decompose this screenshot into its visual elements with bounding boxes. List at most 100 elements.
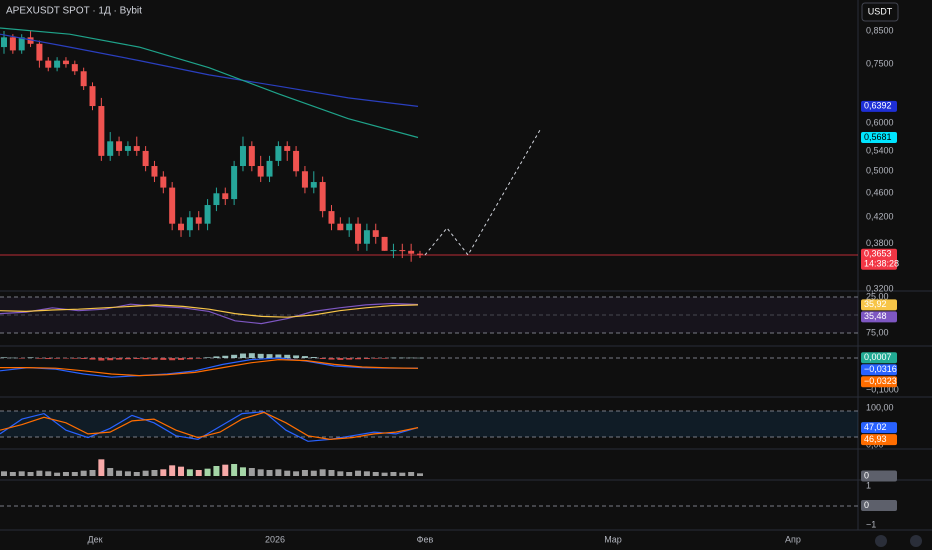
macd-histogram-bar	[328, 358, 335, 360]
macd-histogram-bar	[275, 354, 282, 358]
currency-button[interactable]	[861, 2, 899, 22]
price-badge-label: 0,3653	[864, 249, 892, 259]
indicator-line	[0, 358, 419, 377]
volume-bar	[337, 471, 344, 476]
macd-histogram-bar	[18, 358, 25, 359]
candle-body	[204, 205, 211, 224]
volume-bar	[355, 470, 362, 476]
candle-body	[372, 230, 379, 237]
price-badge	[861, 434, 897, 446]
macd-histogram-bar	[284, 354, 291, 358]
macd-histogram-bar	[213, 356, 220, 358]
volume-bar	[363, 471, 370, 476]
volume-bar	[89, 470, 96, 476]
volume-bar	[98, 459, 105, 476]
volume-bar	[293, 471, 300, 476]
candle-body	[319, 182, 326, 212]
macd-histogram-bar	[142, 358, 149, 360]
candle-body	[89, 86, 96, 107]
macd-histogram-bar	[1, 357, 7, 358]
volume-bar	[399, 472, 406, 476]
macd-histogram-bar	[169, 358, 176, 361]
log-button[interactable]	[910, 535, 922, 547]
macd-histogram-bar	[399, 357, 406, 359]
volume-bar	[169, 465, 176, 476]
macd-histogram-bar	[266, 354, 273, 358]
macd-histogram-bar	[257, 353, 264, 358]
time-label: Мар	[604, 534, 622, 544]
candle-body	[18, 37, 25, 51]
candle-body	[36, 43, 43, 61]
volume-bar	[372, 472, 379, 476]
stoch-band	[0, 411, 858, 437]
candle-body	[257, 166, 264, 177]
price-badge-label: −0,0316	[864, 364, 897, 374]
candle-body	[169, 187, 176, 224]
volume-bar	[18, 471, 25, 476]
volume-bar	[417, 473, 423, 476]
candle-body	[133, 146, 140, 151]
price-tick-label: 0,4600	[866, 188, 894, 198]
volume-bar	[301, 470, 308, 476]
volume-bar	[346, 472, 353, 476]
volume-bar	[310, 470, 317, 476]
volume-bar	[266, 470, 273, 476]
macd-histogram-bar	[222, 355, 229, 358]
price-badge	[861, 132, 897, 144]
volume-bar	[107, 468, 114, 476]
indicator-line	[0, 411, 419, 441]
price-badge-label: 0	[864, 470, 869, 480]
macd-histogram-bar	[151, 358, 158, 360]
candle-body	[231, 166, 238, 200]
candle-body	[284, 146, 291, 151]
candle-body	[107, 141, 114, 156]
price-badge	[861, 352, 897, 364]
candle-body	[390, 250, 397, 252]
macd-histogram-bar	[301, 356, 308, 358]
symbol-title: APEXUSDT SPOT · 1Д · Bybit	[6, 6, 142, 17]
price-badge-label: 0,5681	[864, 132, 892, 142]
macd-histogram-bar	[195, 358, 202, 359]
price-tick-label: 0,5400	[866, 145, 894, 155]
price-tick-label: 0,6000	[866, 117, 894, 127]
candle-body	[195, 217, 202, 224]
time-label: Апр	[785, 534, 801, 544]
auto-button[interactable]	[875, 535, 887, 547]
macd-histogram-bar	[186, 358, 193, 360]
volume-bar	[328, 470, 335, 476]
volume-bar	[319, 469, 326, 476]
macd-histogram-bar	[62, 358, 69, 359]
macd-histogram-bar	[355, 358, 362, 360]
indicator-line	[0, 304, 419, 318]
price-badge-label: 35,48	[864, 311, 887, 321]
candle-body	[248, 146, 255, 167]
price-badge	[861, 500, 897, 511]
macd-histogram-bar	[178, 358, 185, 360]
volume-bar	[27, 472, 34, 476]
candle-body	[54, 60, 61, 68]
macd-histogram-bar	[248, 353, 255, 358]
macd-histogram-bar	[319, 358, 326, 359]
candle-body	[80, 71, 87, 87]
macd-histogram-bar	[80, 358, 87, 359]
candle-body	[337, 223, 344, 231]
volume-bar	[239, 467, 246, 476]
volume-bar	[408, 472, 415, 476]
moving-average	[0, 27, 419, 139]
volume-bar	[62, 472, 69, 476]
macd-histogram-bar	[239, 353, 246, 358]
price-tick-label: 0,8500	[866, 25, 894, 35]
candle-body	[151, 166, 158, 177]
macd-histogram-bar	[133, 358, 140, 359]
pane-tick-label: −0,1000	[866, 384, 899, 394]
price-tick-label: 0,7500	[866, 58, 894, 68]
price-badge-label: 0,0007	[864, 352, 892, 362]
macd-histogram-bar	[390, 357, 397, 359]
volume-bar	[195, 470, 202, 476]
macd-histogram-bar	[372, 358, 379, 359]
volume-bar	[45, 471, 52, 476]
candle-body	[27, 37, 34, 44]
price-badge-label: 47,02	[864, 422, 887, 432]
pane-tick-label: 25,00	[866, 291, 889, 301]
